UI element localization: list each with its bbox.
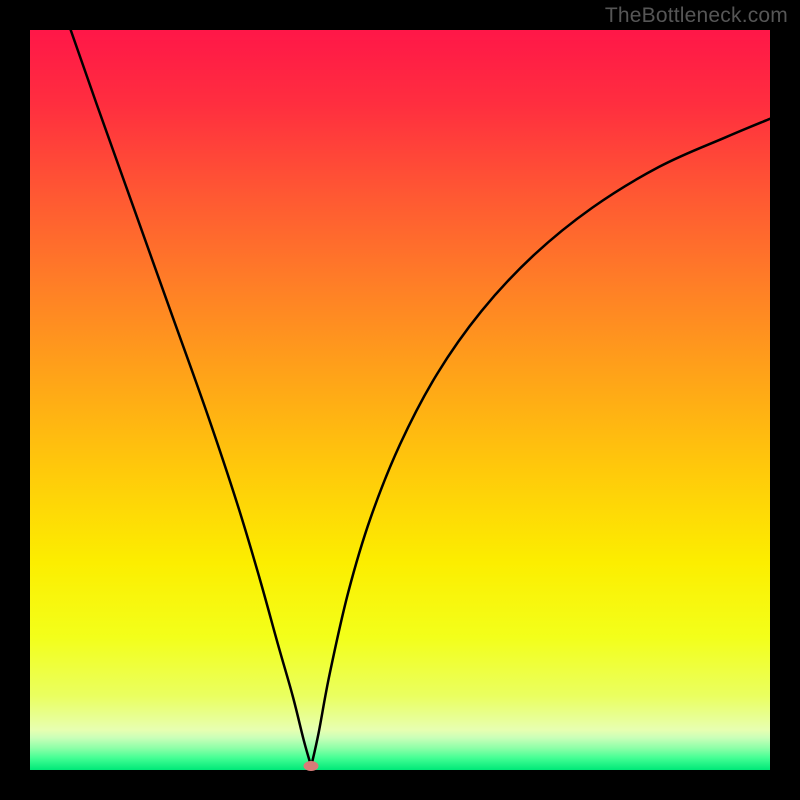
bottleneck-curve (30, 30, 770, 770)
curve-path (71, 30, 770, 766)
chart-frame: TheBottleneck.com (0, 0, 800, 800)
watermark-text: TheBottleneck.com (605, 4, 788, 28)
minimum-marker (304, 761, 319, 771)
plot-area (30, 30, 770, 770)
